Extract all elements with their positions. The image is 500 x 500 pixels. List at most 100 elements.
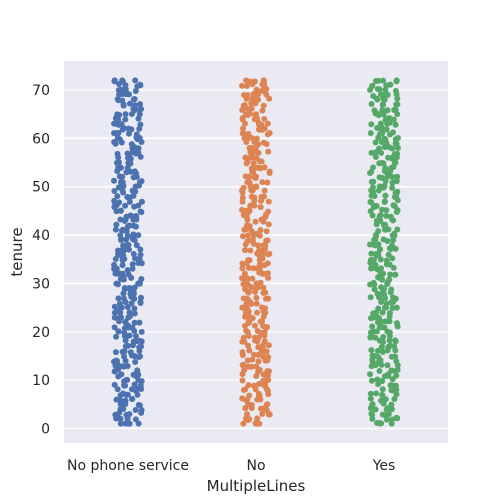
data-point xyxy=(249,356,256,363)
data-point xyxy=(239,194,246,201)
data-point xyxy=(260,322,267,329)
y-tick-label: 10 xyxy=(32,373,50,389)
data-point xyxy=(123,391,130,398)
data-point xyxy=(265,342,272,349)
data-point xyxy=(252,218,259,225)
data-point xyxy=(390,237,397,244)
data-point xyxy=(131,237,138,244)
y-tick-label: 0 xyxy=(41,421,50,437)
data-point xyxy=(132,333,139,340)
data-point xyxy=(122,420,129,427)
data-point xyxy=(124,233,131,240)
data-point xyxy=(259,344,266,351)
data-point xyxy=(379,348,386,355)
data-point xyxy=(375,353,382,360)
data-point xyxy=(251,78,258,85)
data-point xyxy=(371,286,378,293)
data-point xyxy=(128,300,135,307)
data-point xyxy=(382,165,389,172)
data-point xyxy=(253,164,260,171)
y-tick-label: 50 xyxy=(32,180,50,196)
data-point xyxy=(264,179,271,186)
data-point xyxy=(120,276,127,283)
data-point xyxy=(392,159,399,166)
data-point xyxy=(370,328,377,335)
data-point xyxy=(112,140,119,147)
data-point xyxy=(260,242,267,249)
data-point xyxy=(265,208,272,215)
data-point xyxy=(111,120,118,127)
data-point xyxy=(130,371,137,378)
data-point xyxy=(392,189,399,196)
data-point xyxy=(367,334,374,341)
data-point xyxy=(126,198,133,205)
data-point xyxy=(375,252,382,259)
data-point xyxy=(386,337,393,344)
data-point xyxy=(370,164,377,171)
data-point xyxy=(119,97,126,104)
data-point xyxy=(264,401,271,408)
data-point xyxy=(253,280,260,287)
data-point xyxy=(391,203,398,210)
data-point xyxy=(389,416,396,423)
data-point xyxy=(119,173,126,180)
y-tick-label: 20 xyxy=(32,325,50,341)
data-point xyxy=(256,232,263,239)
data-point xyxy=(239,275,246,282)
data-point xyxy=(115,160,122,167)
data-point xyxy=(253,294,260,301)
data-point xyxy=(377,120,384,127)
data-point xyxy=(131,319,138,326)
data-point xyxy=(369,358,376,365)
data-point xyxy=(130,250,137,257)
data-point xyxy=(125,246,132,253)
data-point xyxy=(247,203,254,210)
x-tick-labels: No phone service No Yes xyxy=(67,458,395,474)
data-point xyxy=(259,405,266,412)
x-axis-label: MultipleLines xyxy=(207,477,306,495)
data-point xyxy=(381,285,388,292)
data-point xyxy=(115,373,122,380)
data-point xyxy=(119,226,126,233)
data-point xyxy=(393,209,400,216)
data-point xyxy=(262,289,269,296)
data-point xyxy=(392,295,399,302)
data-point xyxy=(254,415,261,422)
data-point xyxy=(367,315,374,322)
data-point xyxy=(135,145,142,152)
data-point xyxy=(246,257,253,264)
data-point xyxy=(392,87,399,94)
data-point xyxy=(260,353,267,360)
data-point xyxy=(257,204,264,211)
data-point xyxy=(246,223,253,230)
data-point xyxy=(368,347,375,354)
data-point xyxy=(122,397,129,404)
data-point xyxy=(113,333,120,340)
data-point xyxy=(240,92,247,99)
data-point xyxy=(376,145,383,152)
data-point xyxy=(371,107,378,114)
data-point xyxy=(243,411,250,418)
x-tick-label: No phone service xyxy=(67,458,189,474)
data-point xyxy=(377,271,384,278)
data-point xyxy=(261,187,268,194)
data-point xyxy=(368,178,375,185)
data-point xyxy=(370,279,377,286)
data-point xyxy=(111,130,118,137)
data-point xyxy=(111,261,118,268)
y-tick-label: 70 xyxy=(32,83,50,99)
data-point xyxy=(370,184,377,191)
data-point xyxy=(250,351,257,358)
data-point xyxy=(391,151,398,158)
data-point xyxy=(259,411,266,418)
data-point xyxy=(389,255,396,262)
data-point xyxy=(131,381,138,388)
data-point xyxy=(138,106,145,113)
data-point xyxy=(266,170,273,177)
data-point xyxy=(387,271,394,278)
data-point xyxy=(248,135,255,142)
y-tick-label: 60 xyxy=(32,131,50,147)
data-point xyxy=(248,363,255,370)
data-point xyxy=(114,150,121,157)
data-point xyxy=(117,392,124,399)
